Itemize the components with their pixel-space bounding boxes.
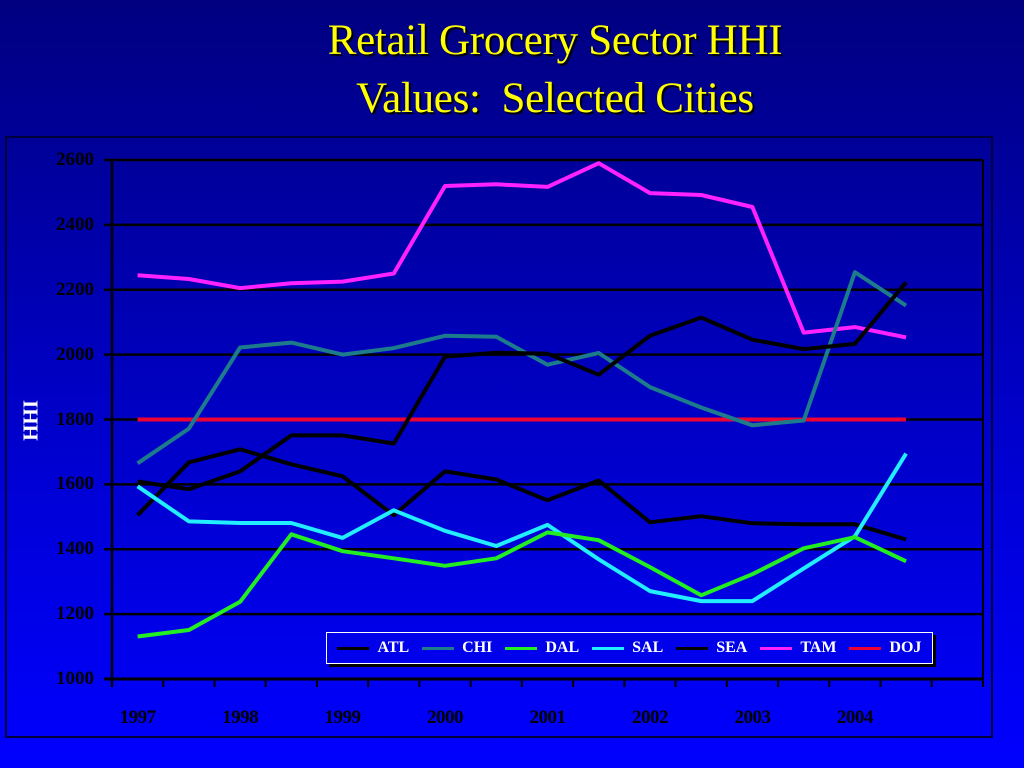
axes (104, 160, 984, 687)
x-tick-label: 1998 (222, 707, 259, 728)
x-tick-label: 1999 (324, 707, 362, 728)
legend-swatch (849, 646, 882, 650)
legend-label: DAL (545, 639, 580, 656)
y-tick-label: 1800 (56, 408, 94, 430)
series-line-dal (137, 530, 907, 639)
legend-item-chi: CHI (422, 639, 492, 657)
x-tick-label: 2003 (734, 707, 771, 728)
legend-swatch (592, 646, 625, 650)
legend-label: TAM (800, 639, 837, 656)
legend-item-dal: DAL (505, 639, 579, 657)
x-tick-label: 2004 (836, 707, 874, 728)
y-tick-label: 1400 (56, 538, 94, 560)
y-tick-label: 1200 (56, 603, 94, 625)
legend-item-sal: SAL (592, 639, 663, 657)
x-tick-label: 2000 (427, 707, 464, 728)
series-line-atl (137, 281, 908, 492)
chart-frame (5, 136, 993, 738)
series-lines (136, 161, 908, 639)
legend-swatch (422, 646, 455, 650)
y-axis-label: HHI (18, 400, 43, 441)
legend-swatch (505, 646, 538, 650)
y-tick-label: 1000 (56, 668, 94, 689)
x-tick-label: 2002 (631, 707, 669, 728)
legend-swatch (760, 646, 793, 650)
legend-item-sea: SEA (676, 639, 747, 657)
legend-item-atl: ATL (337, 639, 409, 657)
x-tick-label: 1997 (119, 707, 157, 728)
legend-label: SAL (632, 639, 664, 656)
legend-label: SEA (716, 639, 748, 656)
series-line-tam (137, 161, 907, 340)
series-line-sal (136, 452, 908, 604)
title-line-2: Values: Selected Cities (356, 75, 754, 122)
x-tick-label: 2001 (529, 707, 567, 728)
series-line-sea (136, 447, 907, 542)
legend-swatch (337, 646, 370, 650)
y-tick-label: 2200 (56, 278, 94, 300)
chart-title: Retail Grocery Sector HHI Values: Select… (240, 12, 870, 128)
legend-label: CHI (462, 639, 493, 656)
y-tick-label: 2600 (56, 149, 94, 170)
legend-item-tam: TAM (760, 639, 836, 657)
y-tick-label: 2400 (56, 213, 94, 235)
y-tick-label: 2000 (56, 343, 94, 365)
y-tick-label: 1600 (56, 473, 94, 495)
legend-label: DOJ (889, 639, 922, 656)
chart-legend: ATL CHI DAL SAL SEA TAM DOJ (326, 632, 933, 664)
legend-item-doj: DOJ (849, 639, 921, 657)
series-line-chi (136, 270, 908, 465)
title-line-1: Retail Grocery Sector HHI (327, 17, 783, 64)
legend-label: ATL (377, 639, 410, 656)
legend-swatch (676, 646, 709, 650)
